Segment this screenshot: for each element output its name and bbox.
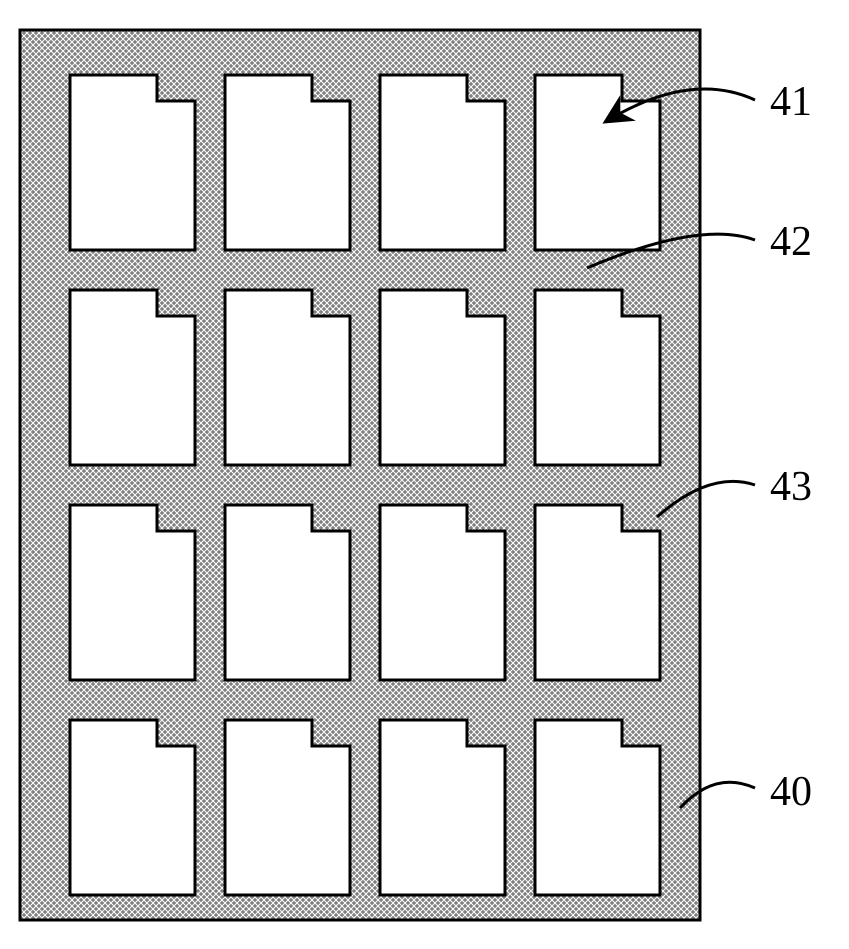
cell xyxy=(535,505,660,680)
cell xyxy=(535,75,660,250)
cell xyxy=(70,75,195,250)
cell xyxy=(70,720,195,895)
cell xyxy=(70,505,195,680)
callout-label: 40 xyxy=(770,769,812,815)
callout-label: 42 xyxy=(770,219,812,265)
cell xyxy=(380,75,505,250)
cell xyxy=(380,290,505,465)
cell xyxy=(70,290,195,465)
cell xyxy=(380,720,505,895)
cell xyxy=(225,720,350,895)
cell xyxy=(225,75,350,250)
cell xyxy=(380,505,505,680)
callout-label: 41 xyxy=(770,79,812,125)
cell xyxy=(225,505,350,680)
cell xyxy=(535,290,660,465)
diagram-stage: 41 42 43 40 xyxy=(0,0,849,944)
cell xyxy=(535,720,660,895)
callout-label: 43 xyxy=(770,464,812,510)
cell xyxy=(225,290,350,465)
diagram-svg: 41 42 43 40 xyxy=(0,0,849,944)
